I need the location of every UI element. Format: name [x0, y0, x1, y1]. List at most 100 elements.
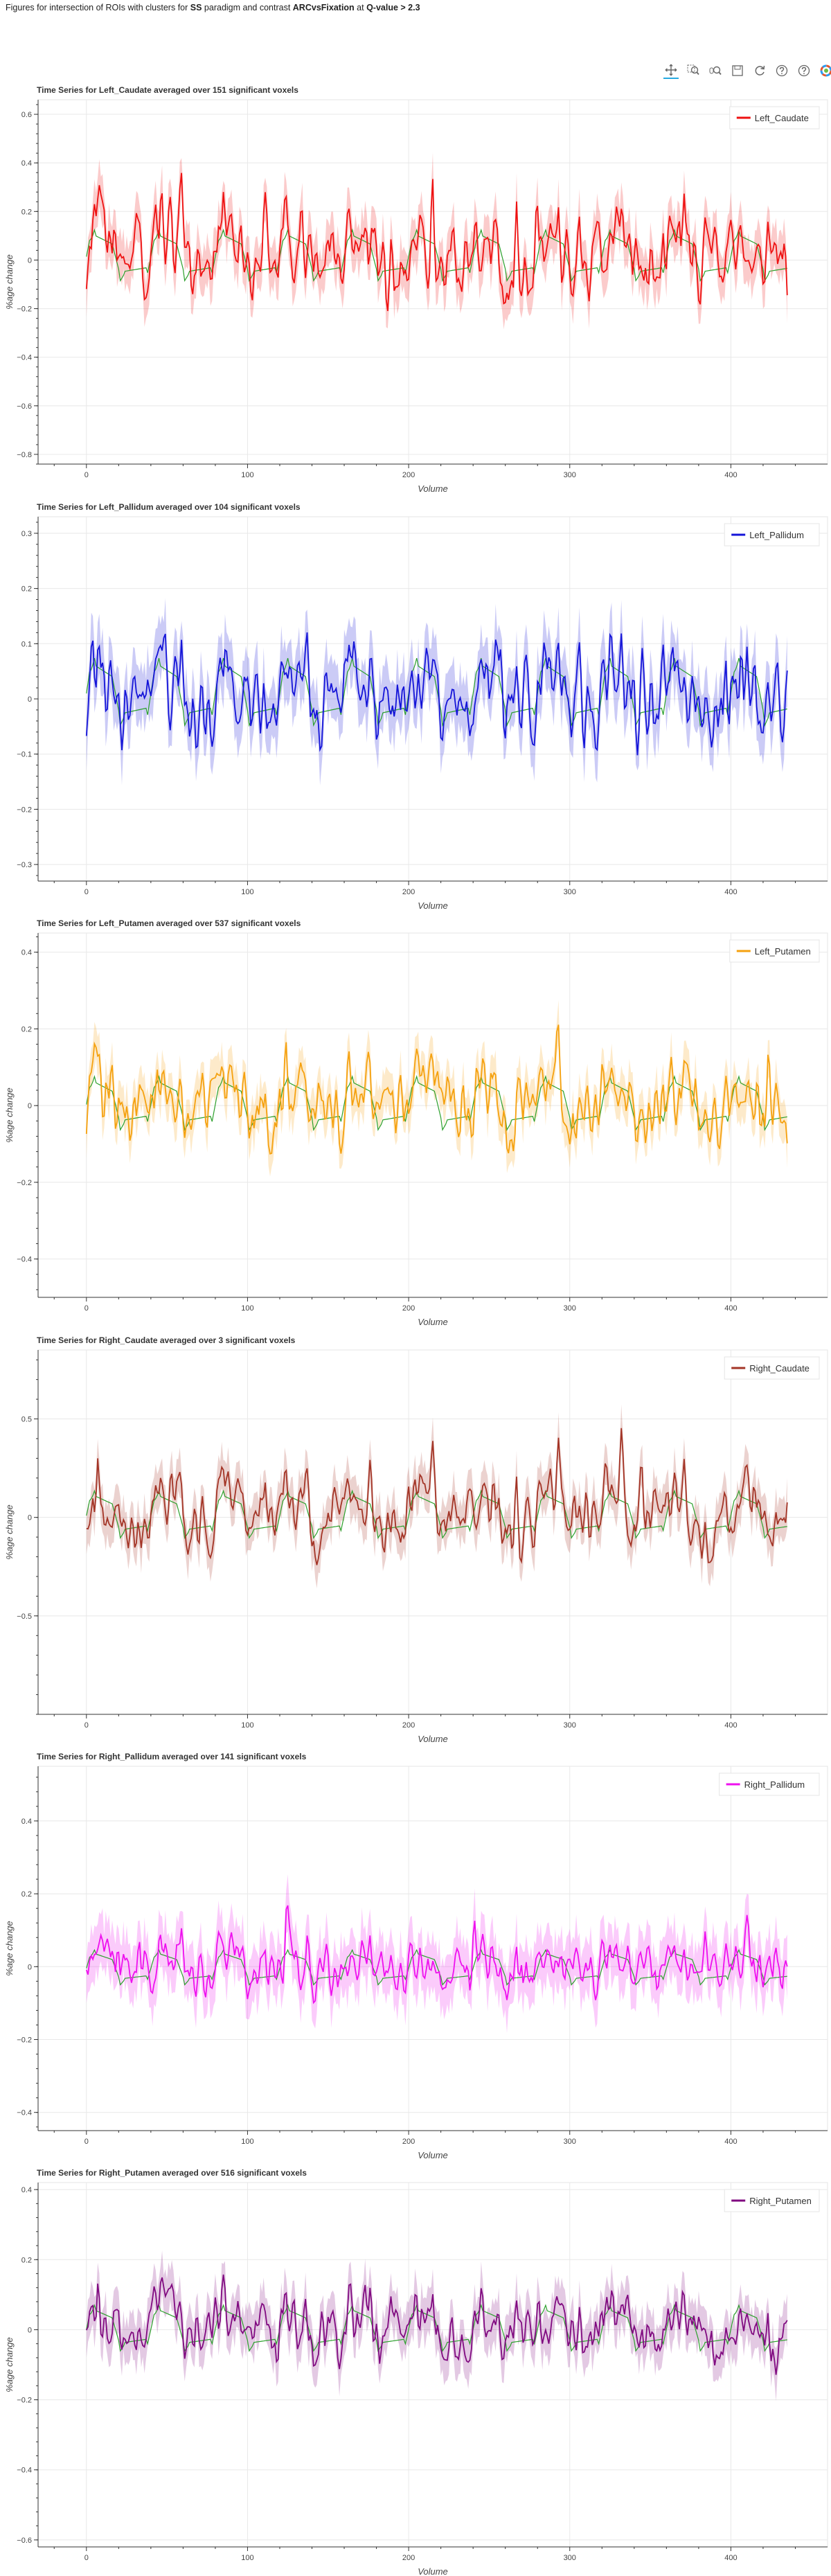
x-axis-label: Volume — [418, 483, 448, 494]
x-tick-label: 400 — [724, 1304, 737, 1313]
x-tick-label: 300 — [564, 2138, 576, 2146]
chart-panel-1: Time Series for Left_Caudate averaged ov… — [0, 85, 831, 494]
x-axis-label: Volume — [418, 2566, 448, 2576]
timeseries-chart-4[interactable]: Time Series for Right_Caudate averaged o… — [0, 1335, 831, 1744]
y-tick-label: 0 — [28, 1963, 32, 1971]
title-mid-1: paradigm and contrast — [202, 3, 293, 12]
box-zoom-tool-button[interactable] — [686, 63, 701, 78]
y-tick-label: −0.2 — [17, 806, 32, 814]
x-tick-label: 300 — [564, 1304, 576, 1313]
x-tick-label: 200 — [402, 2554, 415, 2562]
timeseries-chart-2[interactable]: Time Series for Left_Pallidum averaged o… — [0, 501, 831, 911]
y-tick-label: 0.4 — [21, 1818, 32, 1826]
timeseries-chart-3[interactable]: Time Series for Left_Putamen averaged ov… — [0, 918, 831, 1327]
y-axis-label: %age change — [4, 1921, 15, 1976]
legend-label: Right_Pallidum — [744, 1779, 805, 1790]
y-axis-label: %age change — [4, 1504, 15, 1560]
series-line-Right_Putamen[interactable] — [85, 2274, 788, 2375]
y-tick-label: −0.2 — [17, 305, 32, 314]
plot-area — [37, 99, 828, 465]
legend-label: Left_Pallidum — [749, 530, 804, 540]
y-tick-label: −0.2 — [17, 1179, 32, 1187]
x-tick-label: 0 — [84, 1721, 89, 1730]
y-tick-label: −0.2 — [17, 2397, 32, 2405]
x-tick-label: 300 — [564, 888, 576, 896]
timeseries-chart-1[interactable]: Time Series for Left_Caudate averaged ov… — [0, 85, 831, 494]
bokeh-logo-link[interactable] — [819, 63, 831, 78]
x-axis-label: Volume — [418, 1317, 448, 1327]
pan-tool-button[interactable] — [663, 62, 679, 79]
x-axis-label: Volume — [418, 2150, 448, 2160]
title-prefix: Figures for intersection of ROIs with cl… — [6, 3, 190, 12]
x-tick-label: 100 — [241, 1721, 253, 1730]
y-tick-label: −0.4 — [17, 2109, 32, 2117]
x-tick-label: 300 — [564, 471, 576, 479]
chart-title: Time Series for Left_Caudate averaged ov… — [37, 85, 298, 95]
reset-tool-button[interactable] — [752, 63, 767, 78]
x-tick-label: 0 — [84, 1304, 89, 1313]
wheel-zoom-icon — [709, 66, 722, 75]
y-tick-label: 0 — [28, 1514, 32, 1522]
legend[interactable]: Left_Putamen — [729, 939, 820, 963]
help-tool-button[interactable] — [774, 63, 789, 78]
x-axis-label: Volume — [418, 1734, 448, 1744]
y-tick-label: 0.2 — [21, 208, 32, 216]
y-tick-label: 0.2 — [21, 2256, 32, 2264]
chart-title: Time Series for Left_Pallidum averaged o… — [37, 502, 301, 512]
pan-icon — [665, 64, 677, 76]
legend[interactable]: Right_Caudate — [724, 1356, 820, 1380]
x-tick-label: 200 — [402, 1721, 415, 1730]
legend[interactable]: Right_Putamen — [724, 2189, 820, 2212]
chart-panel-2: Time Series for Left_Pallidum averaged o… — [0, 501, 831, 911]
y-tick-label: 0.2 — [21, 1890, 32, 1899]
x-tick-label: 200 — [402, 471, 415, 479]
chart-title: Time Series for Right_Pallidum averaged … — [37, 1752, 307, 1761]
model-regressor-line — [86, 228, 787, 282]
legend-label: Left_Caudate — [755, 113, 809, 123]
y-tick-label: 0.3 — [21, 530, 32, 538]
series-line-Left_Caudate[interactable] — [85, 172, 788, 312]
confidence-band — [86, 152, 787, 330]
series-line-Right_Pallidum[interactable] — [85, 1905, 788, 2005]
series-line-Right_Caudate[interactable] — [86, 1428, 788, 1565]
confidence-band — [86, 1874, 787, 2034]
legend-label: Right_Caudate — [749, 1363, 810, 1374]
x-tick-label: 200 — [402, 888, 415, 896]
y-tick-label: 0 — [28, 2326, 32, 2334]
page-title: Figures for intersection of ROIs with cl… — [6, 3, 420, 12]
chart-panel-3: Time Series for Left_Putamen averaged ov… — [0, 918, 831, 1327]
chart-panel-4: Time Series for Right_Caudate averaged o… — [0, 1335, 831, 1744]
timeseries-chart-5[interactable]: Time Series for Right_Pallidum averaged … — [0, 1751, 831, 2160]
chart-title: Time Series for Left_Putamen averaged ov… — [37, 918, 301, 928]
y-tick-label: −0.4 — [17, 354, 32, 362]
save-tool-button[interactable] — [730, 63, 745, 78]
wheel-zoom-tool-button[interactable] — [708, 63, 723, 78]
y-tick-label: −0.6 — [17, 402, 32, 411]
series-line-Left_Putamen[interactable] — [85, 1024, 788, 1155]
x-tick-label: 100 — [241, 2554, 253, 2562]
y-axis-label: %age change — [4, 1087, 15, 1143]
plot-area — [37, 1349, 828, 1715]
legend[interactable]: Left_Caudate — [729, 106, 820, 130]
legend[interactable]: Left_Pallidum — [724, 523, 820, 547]
x-axis-label: Volume — [418, 900, 448, 911]
bokeh-logo-icon — [820, 64, 831, 77]
y-tick-label: 0.2 — [21, 585, 32, 594]
series-line-Left_Pallidum[interactable] — [85, 632, 788, 756]
hover-help-tool-button[interactable] — [796, 63, 812, 78]
model-regressor-line — [86, 1074, 787, 1132]
y-tick-label: −0.1 — [17, 751, 32, 759]
x-tick-label: 0 — [84, 888, 89, 896]
legend[interactable]: Right_Pallidum — [719, 1773, 820, 1796]
y-tick-label: 0 — [28, 1102, 32, 1110]
timeseries-chart-6[interactable]: Time Series for Right_Putamen averaged o… — [0, 2167, 831, 2576]
y-axis-label: %age change — [4, 2337, 15, 2392]
threshold-value: Q-value > 2.3 — [366, 3, 420, 12]
x-tick-label: 400 — [724, 2554, 737, 2562]
x-tick-label: 400 — [724, 1721, 737, 1730]
x-tick-label: 400 — [724, 888, 737, 896]
hover-help-icon — [798, 64, 810, 77]
chart-title: Time Series for Right_Putamen averaged o… — [37, 2168, 307, 2178]
x-tick-label: 100 — [241, 1304, 253, 1313]
x-tick-label: 400 — [724, 2138, 737, 2146]
